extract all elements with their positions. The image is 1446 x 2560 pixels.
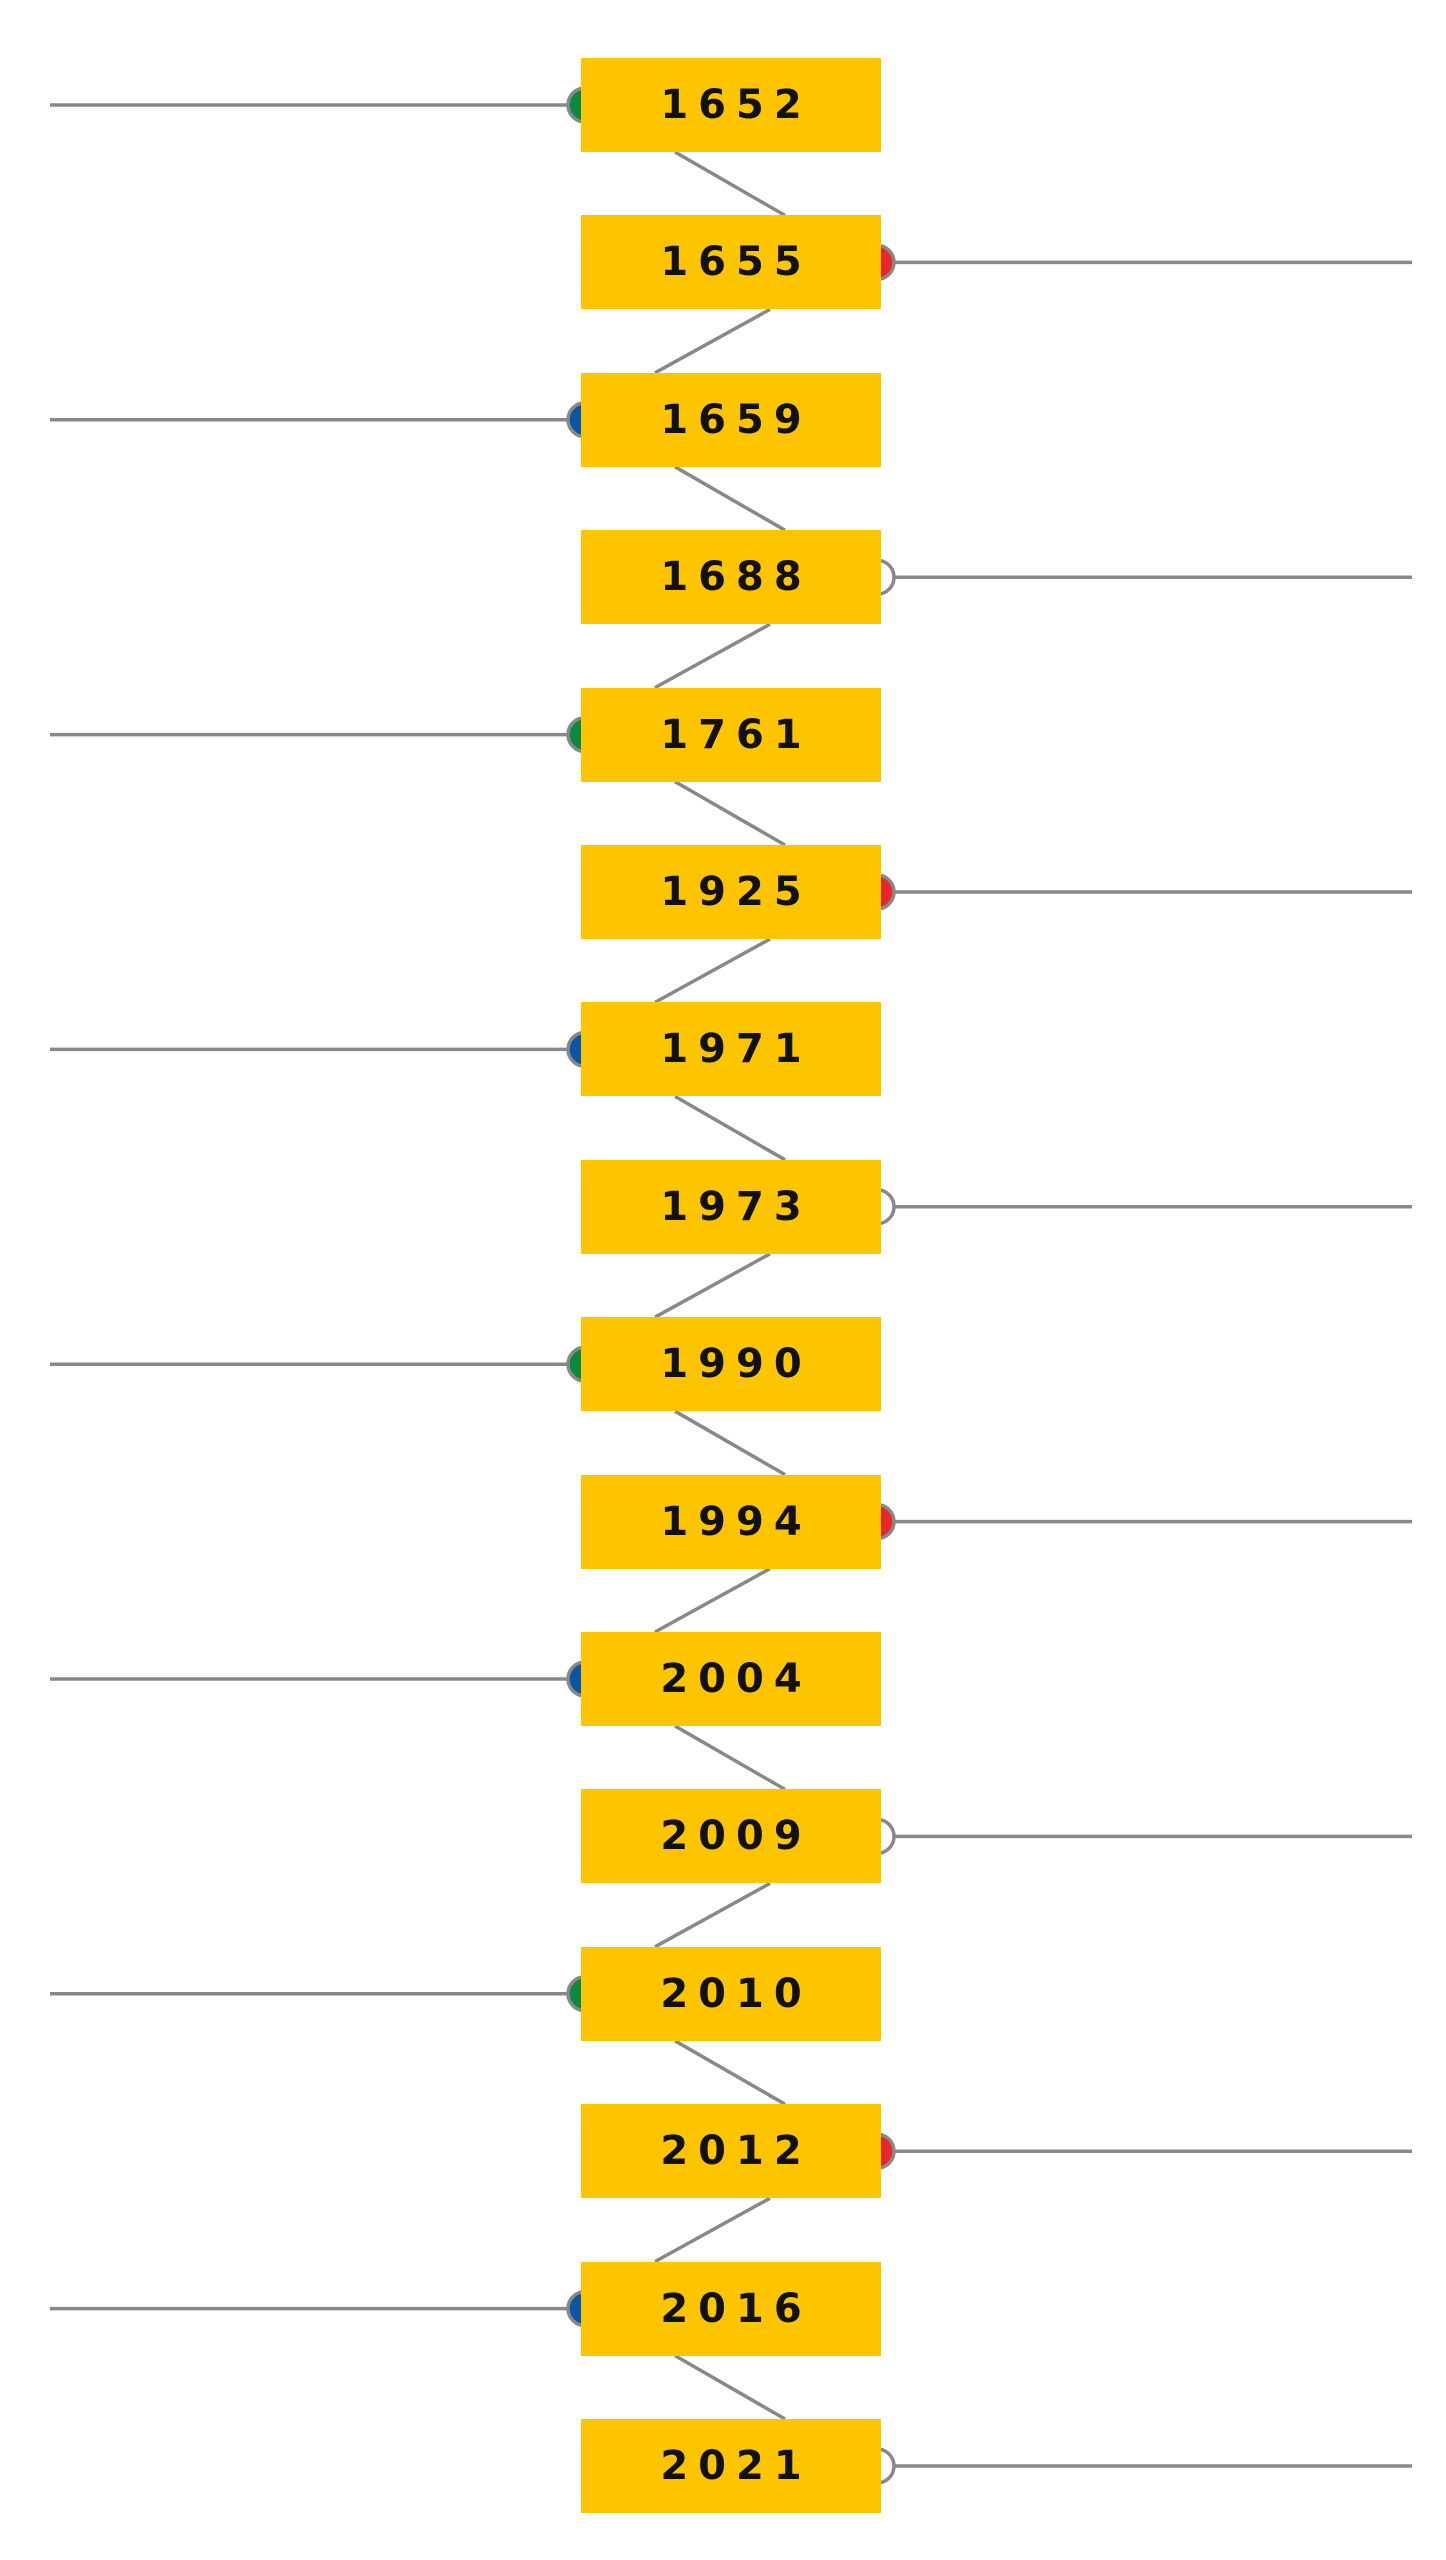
year-label: 1688 bbox=[660, 554, 812, 601]
zigzag-connector bbox=[654, 1567, 771, 1634]
zigzag-connector bbox=[654, 622, 771, 690]
year-label: 1973 bbox=[660, 1183, 812, 1230]
year-label: 2012 bbox=[660, 2128, 812, 2175]
zigzag-connector bbox=[674, 2039, 786, 2106]
year-box: 2016 bbox=[581, 2261, 881, 2356]
year-box: 1659 bbox=[581, 372, 881, 467]
year-box: 1652 bbox=[581, 58, 881, 152]
zigzag-connector bbox=[654, 307, 771, 375]
zigzag-connector bbox=[654, 1881, 771, 1949]
year-label: 1990 bbox=[660, 1341, 812, 1388]
year-box: 2021 bbox=[581, 2419, 881, 2513]
zigzag-connector bbox=[674, 2354, 786, 2421]
year-box: 1994 bbox=[581, 1474, 881, 1569]
year-label: 2004 bbox=[660, 1656, 812, 1702]
zigzag-connector bbox=[674, 1094, 786, 1162]
year-label: 2009 bbox=[660, 1813, 812, 1860]
zigzag-connector bbox=[654, 937, 771, 1004]
year-label: 2021 bbox=[660, 2443, 812, 2489]
year-box: 2010 bbox=[581, 1946, 881, 2041]
year-box: 2012 bbox=[581, 2104, 881, 2199]
year-label: 1761 bbox=[660, 711, 812, 758]
year-label: 2010 bbox=[660, 1970, 812, 2017]
year-box: 1688 bbox=[581, 530, 881, 625]
zigzag-connector bbox=[674, 780, 786, 847]
year-label: 1971 bbox=[660, 1026, 812, 1073]
connector-lines bbox=[50, 103, 1412, 2468]
zigzag-connector bbox=[654, 2196, 771, 2264]
year-box: 1990 bbox=[581, 1317, 881, 1412]
year-box: 2009 bbox=[581, 1789, 881, 1884]
year-box: 1973 bbox=[581, 1159, 881, 1254]
year-box: 1761 bbox=[581, 687, 881, 782]
year-label: 1994 bbox=[660, 1498, 812, 1545]
year-label: 2016 bbox=[660, 2285, 812, 2332]
year-box: 1925 bbox=[581, 845, 881, 939]
year-box: 1655 bbox=[581, 215, 881, 310]
zigzag-connector bbox=[674, 150, 786, 217]
year-label: 1655 bbox=[660, 239, 812, 286]
zigzag-connector bbox=[674, 1724, 786, 1791]
year-box: 1971 bbox=[581, 1002, 881, 1097]
zigzag-connector bbox=[674, 1409, 786, 1477]
zigzag-connector bbox=[674, 465, 786, 532]
zigzag-connector bbox=[654, 1252, 771, 1319]
year-label: 1659 bbox=[660, 396, 812, 443]
year-box: 2004 bbox=[581, 1632, 881, 1726]
year-label: 1652 bbox=[660, 82, 812, 128]
year-label: 1925 bbox=[660, 869, 812, 915]
